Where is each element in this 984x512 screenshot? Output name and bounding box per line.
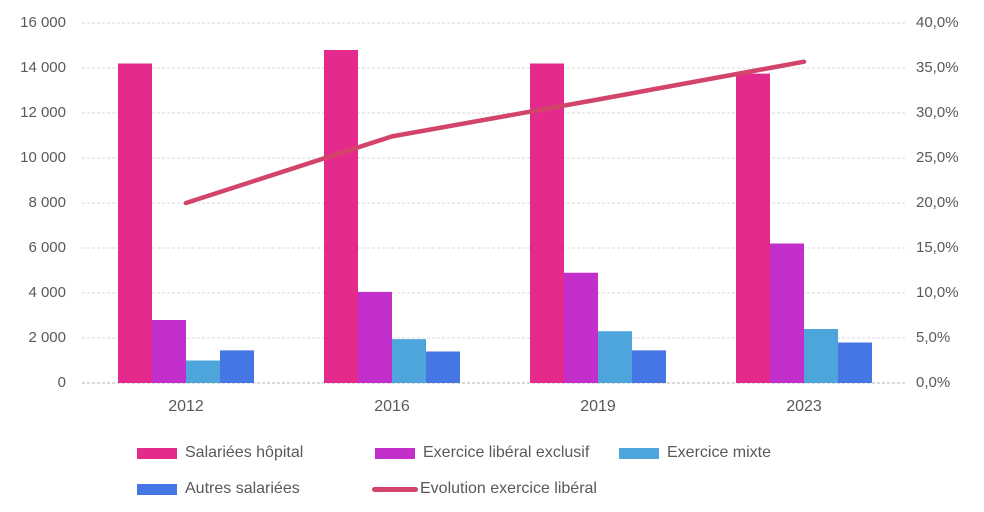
y-right-tick-label: 5,0% xyxy=(916,329,951,346)
bar-autres-salariees-2019 xyxy=(632,350,666,383)
y-left-tick-label: 2 000 xyxy=(28,329,66,346)
legend-color-swatch-icon xyxy=(137,447,177,459)
y-right-tick-label: 35,0% xyxy=(916,59,959,76)
bar-exercice-liberal-exclusif-2023 xyxy=(770,243,804,383)
legend-item-salariees-hopital: Salariées hôpital xyxy=(137,443,303,463)
legend-color-swatch-icon xyxy=(375,447,415,459)
bar-exercice-mixte-2019 xyxy=(598,331,632,383)
legend-item-exercice-mixte: Exercice mixte xyxy=(619,443,771,463)
y-left-tick-label: 4 000 xyxy=(28,284,66,301)
y-left-tick-label: 16 000 xyxy=(20,14,66,31)
bar-exercice-mixte-2023 xyxy=(804,329,838,383)
bar-exercice-liberal-exclusif-2012 xyxy=(152,320,186,383)
y-right-tick-label: 30,0% xyxy=(916,104,959,121)
y-right-tick-label: 10,0% xyxy=(916,284,959,301)
y-right-tick-label: 25,0% xyxy=(916,149,959,166)
y-left-tick-label: 10 000 xyxy=(20,149,66,166)
bar-autres-salariees-2016 xyxy=(426,351,460,383)
y-right-tick-label: 15,0% xyxy=(916,239,959,256)
legend-item-evolution-exercice-liberal: Evolution exercice libéral xyxy=(372,479,597,499)
legend-line-swatch-icon xyxy=(372,486,418,492)
x-axis-label-2016: 2016 xyxy=(374,398,410,415)
y-left-tick-label: 14 000 xyxy=(20,59,66,76)
bar-autres-salariees-2023 xyxy=(838,342,872,383)
bar-salariees-hopital-2019 xyxy=(530,63,564,383)
legend-item-exercice-liberal-exclusif: Exercice libéral exclusif xyxy=(375,443,589,463)
y-right-tick-label: 40,0% xyxy=(916,14,959,31)
x-axis-label-2023: 2023 xyxy=(786,398,822,415)
y-left-tick-label: 0 xyxy=(57,374,66,391)
legend-color-swatch-icon xyxy=(137,483,177,495)
legend-label: Salariées hôpital xyxy=(185,444,304,461)
legend-label: Exercice mixte xyxy=(667,444,772,461)
legend-label: Autres salariées xyxy=(185,480,300,497)
bar-exercice-liberal-exclusif-2019 xyxy=(564,272,598,383)
y-left-tick-label: 6 000 xyxy=(28,239,66,256)
bar-exercice-mixte-2012 xyxy=(186,360,220,383)
legend-item-autres-salariees: Autres salariées xyxy=(137,479,300,499)
legend-label: Evolution exercice libéral xyxy=(420,480,597,497)
y-right-tick-label: 20,0% xyxy=(916,194,959,211)
bar-salariees-hopital-2012 xyxy=(118,63,152,383)
y-left-tick-label: 12 000 xyxy=(20,104,66,121)
bar-exercice-liberal-exclusif-2016 xyxy=(358,291,392,383)
bar-autres-salariees-2012 xyxy=(220,350,254,383)
bar-salariees-hopital-2023 xyxy=(736,73,770,383)
line-evolution-exercice-liberal xyxy=(183,59,807,206)
bar-salariees-hopital-2016 xyxy=(324,50,358,383)
legend-color-swatch-icon xyxy=(619,447,659,459)
x-axis-label-2019: 2019 xyxy=(580,398,616,415)
x-axis-label-2012: 2012 xyxy=(168,398,204,415)
bar-exercice-mixte-2016 xyxy=(392,339,426,383)
y-left-tick-label: 8 000 xyxy=(28,194,66,211)
legend-label: Exercice libéral exclusif xyxy=(423,444,590,461)
y-right-tick-label: 0,0% xyxy=(916,374,951,391)
